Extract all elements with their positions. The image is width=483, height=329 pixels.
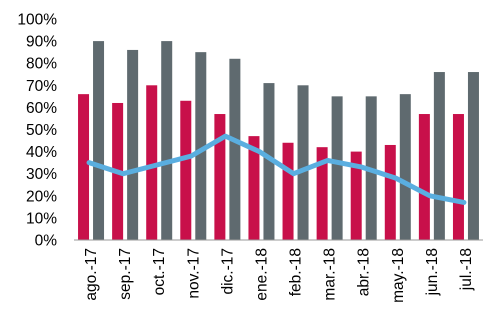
- bar-series-1-may-18: [384, 144, 396, 240]
- lines: [86, 133, 467, 205]
- bar-series-2-jul-18: [467, 72, 479, 240]
- bar-series-1-mar-18: [316, 147, 328, 240]
- x-tick-label: nov.-17: [185, 248, 202, 299]
- x-tick-label: dic.-17: [219, 248, 236, 295]
- y-tick-label: 50%: [26, 122, 57, 139]
- bar-series-2-nov-17: [195, 52, 207, 241]
- y-tick-label: 0%: [35, 233, 58, 250]
- x-tick-label: mar.-18: [322, 248, 339, 301]
- y-tick-label: 40%: [26, 144, 57, 161]
- x-tick-label: feb.-18: [288, 248, 305, 296]
- y-axis-ticks: 0% 10% 20% 30% 40% 50% 60% 70% 80% 90% 100%: [17, 12, 57, 250]
- bar-series-1-oct-17: [146, 85, 158, 240]
- x-tick-label: may.-18: [390, 248, 407, 303]
- x-tick-label: ene.-18: [253, 248, 270, 301]
- bar-series-2-dic-17: [229, 58, 241, 240]
- x-tick-label: jul.-18: [458, 248, 475, 291]
- bar-series-2-ene-18: [263, 83, 275, 240]
- x-tick-label: sep.-17: [117, 248, 134, 300]
- x-axis-ticks: ago.-17 sep.-17 oct.-17 nov.-17 dic.-17 ene.-…: [83, 248, 475, 303]
- y-tick-label: 10%: [26, 210, 57, 227]
- y-tick-label: 20%: [26, 188, 57, 205]
- bar-series-2-mar-18: [331, 96, 343, 240]
- bar-series-2-feb-18: [297, 85, 309, 240]
- bar-series-1-jun-18: [418, 114, 430, 240]
- y-tick-label: 60%: [26, 100, 57, 117]
- y-tick-label: 90%: [26, 34, 57, 51]
- bar-series-2-jun-18: [433, 72, 445, 240]
- x-tick-label: abr.-18: [356, 248, 373, 296]
- x-tick-label: jun.-18: [424, 248, 441, 296]
- y-tick-label: 70%: [26, 78, 57, 95]
- bars: [78, 41, 479, 241]
- y-tick-label: 30%: [26, 166, 57, 183]
- x-tick-label: ago.-17: [83, 248, 100, 301]
- x-tick-label: oct.-17: [151, 248, 168, 295]
- bar-series-1-jul-18: [452, 114, 464, 240]
- bar-series-1-abr-18: [350, 151, 362, 240]
- bar-series-2-sep-17: [127, 49, 139, 240]
- bar-series-2-ago-17: [93, 41, 105, 240]
- bar-series-1-nov-17: [180, 100, 192, 241]
- bar-series-1-ago-17: [78, 94, 90, 240]
- bar-series-2-may-18: [399, 94, 411, 240]
- y-tick-label: 80%: [26, 56, 57, 73]
- line-series-1: [86, 133, 467, 205]
- bar-series-1-feb-18: [282, 142, 294, 240]
- bar-series-2-oct-17: [161, 41, 173, 240]
- bar-series-1-dic-17: [214, 114, 226, 240]
- y-tick-label: 100%: [17, 12, 57, 29]
- bar-series-1-ene-18: [248, 136, 260, 240]
